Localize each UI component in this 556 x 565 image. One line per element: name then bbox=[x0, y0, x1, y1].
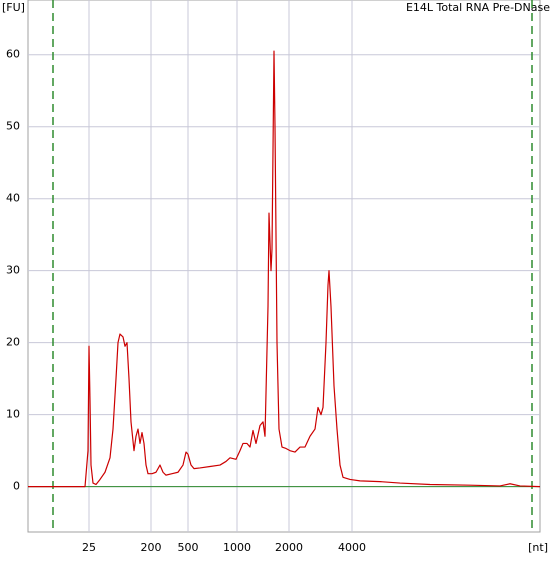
x-axis-label: [nt] bbox=[528, 541, 548, 554]
trace-line bbox=[28, 50, 541, 488]
chart-title: E14L Total RNA Pre-DNase bbox=[406, 1, 550, 14]
x-tick-label: 2000 bbox=[275, 541, 303, 554]
y-tick-label: 40 bbox=[6, 192, 20, 205]
x-tick-label: 4000 bbox=[338, 541, 366, 554]
y-tick-label: 50 bbox=[6, 120, 20, 133]
x-tick-label: 200 bbox=[141, 541, 162, 554]
plot-area bbox=[27, 0, 541, 533]
y-tick-label: 10 bbox=[6, 408, 20, 421]
x-tick-label: 25 bbox=[82, 541, 96, 554]
y-tick-label: 0 bbox=[13, 480, 20, 493]
x-tick-label: 1000 bbox=[223, 541, 251, 554]
y-tick-label: 30 bbox=[6, 264, 20, 277]
y-tick-label: 20 bbox=[6, 336, 20, 349]
x-tick-label: 500 bbox=[178, 541, 199, 554]
y-axis-label: [FU] bbox=[2, 1, 25, 14]
y-tick-label: 60 bbox=[6, 48, 20, 61]
